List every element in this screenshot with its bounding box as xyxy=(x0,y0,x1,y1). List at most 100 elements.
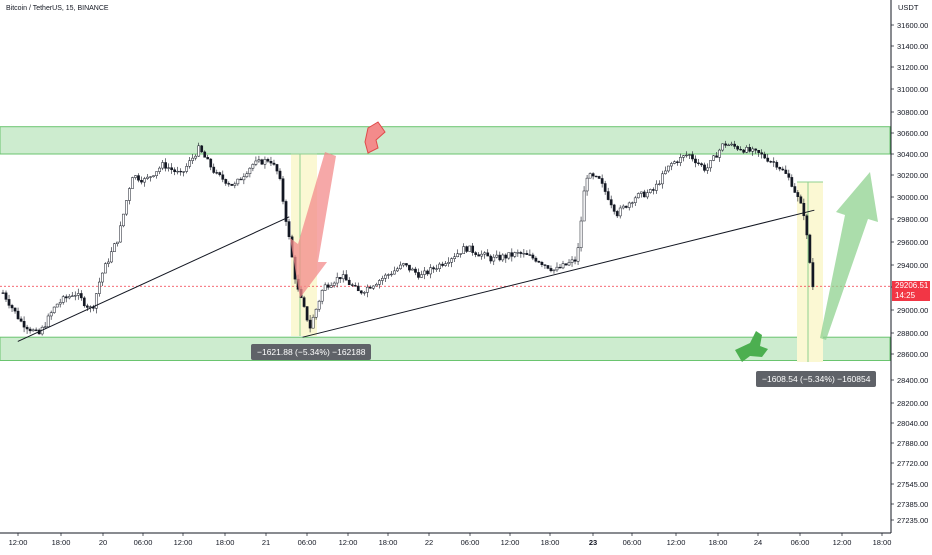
up-candle xyxy=(55,303,59,308)
down-candle xyxy=(22,321,26,328)
y-tick-label: 28600.00 xyxy=(897,350,928,359)
y-tick-label: 31600.00 xyxy=(897,21,928,30)
up-candle xyxy=(393,270,396,275)
down-candle xyxy=(269,161,273,164)
up-candle xyxy=(679,157,682,163)
up-candle xyxy=(242,176,246,181)
up-candle xyxy=(654,183,658,191)
up-candle xyxy=(567,262,571,266)
y-tick-label: 31000.00 xyxy=(897,85,928,94)
x-tick-label: 06:00 xyxy=(791,538,810,547)
up-candle xyxy=(751,148,755,152)
down-candle xyxy=(796,192,800,197)
up-candle xyxy=(185,166,189,172)
down-candle xyxy=(275,164,279,172)
y-tick-label: 29600.00 xyxy=(897,238,928,247)
up-candle xyxy=(113,243,116,252)
up-candle xyxy=(122,213,125,227)
up-candle xyxy=(149,176,152,178)
y-tick-label: 30000.00 xyxy=(897,193,928,202)
down-candle xyxy=(790,177,794,187)
x-tick-label: 20 xyxy=(99,538,107,547)
down-candle xyxy=(549,268,553,272)
up-candle xyxy=(176,170,179,173)
down-candle xyxy=(540,262,544,265)
up-candle xyxy=(745,147,749,153)
up-candle xyxy=(320,290,324,302)
down-candle xyxy=(227,183,231,185)
down-candle xyxy=(769,161,773,163)
up-candle xyxy=(263,159,267,165)
y-tick-label: 30400.00 xyxy=(897,150,928,159)
up-candle xyxy=(311,316,315,329)
down-candle xyxy=(778,167,782,170)
down-candle xyxy=(700,163,703,166)
up-candle xyxy=(61,296,65,303)
down-candle xyxy=(558,266,562,269)
up-candle xyxy=(104,263,107,274)
down-candle xyxy=(603,183,607,192)
up-candle xyxy=(576,247,580,262)
up-candle xyxy=(381,278,384,281)
up-candle xyxy=(332,282,336,286)
up-candle xyxy=(323,284,327,291)
up-candle xyxy=(579,220,583,248)
down-candle xyxy=(25,326,29,330)
down-candle xyxy=(200,145,204,153)
up-candle xyxy=(721,143,724,151)
down-candle xyxy=(691,154,694,160)
red-down-arrow xyxy=(290,152,336,298)
trendline-1 xyxy=(17,216,290,342)
up-candle xyxy=(727,144,730,147)
up-candle xyxy=(94,293,98,309)
up-candle xyxy=(101,272,104,283)
up-candle xyxy=(97,281,101,294)
up-candle xyxy=(706,167,709,171)
down-candle xyxy=(79,293,83,299)
up-candle xyxy=(673,161,676,164)
up-candle xyxy=(585,177,589,192)
y-tick-label: 30200.00 xyxy=(897,171,928,180)
up-candle xyxy=(459,253,462,255)
y-tick-label: 27235.00 xyxy=(897,516,928,525)
down-candle xyxy=(284,201,288,222)
down-candle xyxy=(4,292,8,300)
trendlines-layer xyxy=(17,209,815,342)
x-tick-label: 06:00 xyxy=(298,538,317,547)
up-candle xyxy=(158,167,161,172)
measure-label-2: −1608.54 (−5.34%) −160854 xyxy=(756,371,877,387)
down-candle xyxy=(215,172,219,174)
y-tick-label: 28040.00 xyxy=(897,419,928,428)
up-candle xyxy=(134,175,137,178)
bar-countdown: 14:25 xyxy=(895,291,916,300)
up-candle xyxy=(374,284,378,287)
up-candle xyxy=(639,191,643,194)
currency-label: USDT xyxy=(898,3,919,12)
candles-layer xyxy=(1,140,815,336)
up-candle xyxy=(31,329,35,332)
down-candle xyxy=(239,178,243,181)
up-candle xyxy=(399,264,402,270)
down-candle xyxy=(808,234,812,263)
x-tick-label: 18:00 xyxy=(52,538,71,547)
down-candle xyxy=(594,175,598,178)
up-candle xyxy=(462,246,465,254)
up-candle xyxy=(516,252,520,254)
down-candle xyxy=(359,290,363,294)
down-candle xyxy=(612,204,616,212)
up-candle xyxy=(670,163,673,167)
up-candle xyxy=(402,263,405,266)
down-candle xyxy=(465,246,469,252)
up-candle xyxy=(480,253,484,257)
down-candle xyxy=(510,252,514,257)
down-candle xyxy=(772,161,776,163)
last-price-badge: 29206.51 14:25 xyxy=(892,281,930,301)
up-candle xyxy=(627,202,631,208)
down-candle xyxy=(489,255,493,262)
down-candle xyxy=(805,215,809,236)
up-candle xyxy=(411,268,414,271)
up-candle xyxy=(621,205,625,209)
down-candle xyxy=(260,159,264,165)
